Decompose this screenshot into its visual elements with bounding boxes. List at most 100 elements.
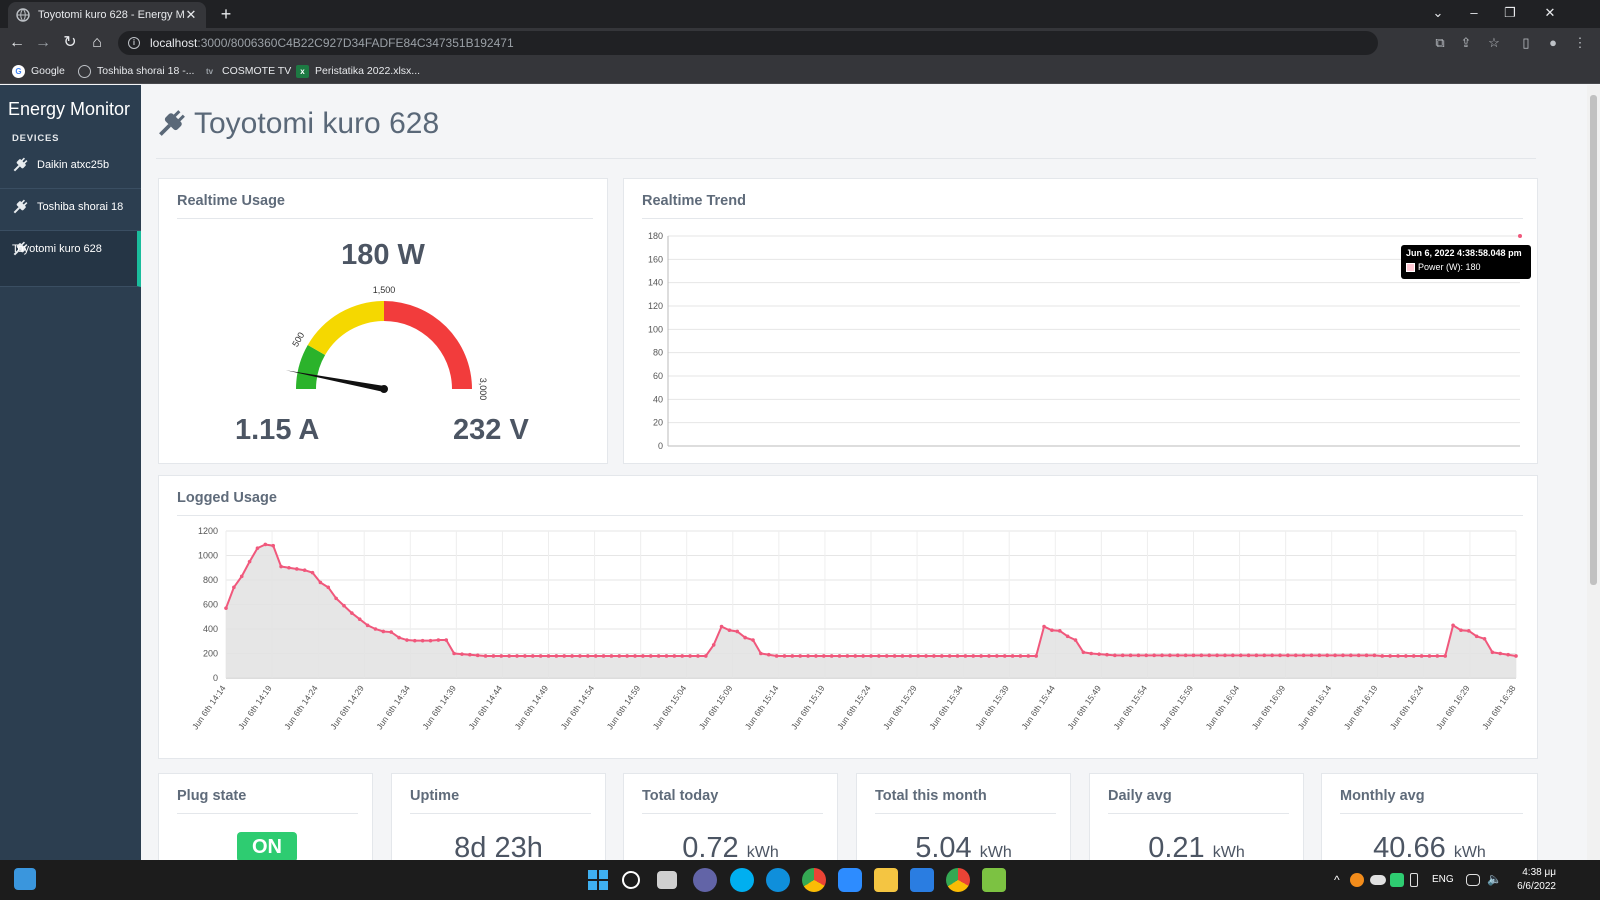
logged-point — [947, 654, 952, 658]
sidebar-item-toshiba[interactable]: Toshiba shorai 18 — [0, 189, 141, 231]
back-button[interactable]: ← — [9, 34, 25, 51]
trend-y-tick-label: 20 — [653, 418, 663, 428]
logged-point — [1286, 653, 1290, 658]
scrollbar-thumb[interactable] — [1590, 95, 1597, 585]
bookmark-cosmote[interactable]: tv COSMOTE TV — [203, 63, 291, 79]
chat-icon[interactable] — [693, 868, 717, 892]
skype-icon[interactable] — [730, 868, 754, 892]
language-indicator[interactable]: ENG — [1432, 874, 1454, 885]
logged-point — [1443, 654, 1448, 658]
chevron-down-icon[interactable]: ⌄ — [1432, 5, 1444, 20]
logged-point — [294, 567, 299, 571]
tray-chevron-icon[interactable]: ^ — [1334, 873, 1340, 887]
bookmark-label: Peristatika 2022.xlsx... — [315, 65, 421, 77]
logged-x-tick-label: Jun 6th 16:29 — [1434, 683, 1472, 731]
excel-icon: x — [296, 64, 309, 78]
translate-icon[interactable]: ⧉ — [1435, 35, 1445, 50]
onedrive-icon[interactable] — [1370, 875, 1386, 885]
logged-point — [641, 654, 645, 658]
new-tab-button[interactable]: + — [220, 4, 232, 24]
stat-unit: kWh — [979, 844, 1012, 860]
logged-point — [1380, 654, 1385, 658]
gauge-needle-hub — [380, 385, 388, 393]
logged-point — [1372, 653, 1377, 658]
logged-x-tick-label: Jun 6th 15:09 — [697, 683, 735, 731]
gauge-tick-label: 3,000 — [478, 378, 488, 401]
bookmark-toshiba[interactable]: Toshiba shorai 18 -... — [78, 63, 194, 79]
chrome-icon[interactable] — [802, 868, 826, 892]
logged-point — [908, 654, 913, 658]
network-icon[interactable] — [1466, 874, 1480, 886]
desktop-icon[interactable] — [14, 868, 36, 890]
clock-date[interactable]: 6/6/2022 — [1517, 881, 1556, 892]
gauge-needle — [285, 370, 385, 392]
logged-point — [1175, 653, 1180, 658]
logged-point — [939, 654, 944, 658]
plug-state-toggle[interactable]: ON — [237, 832, 297, 860]
logged-point — [1199, 653, 1204, 658]
close-tab-icon[interactable]: ✕ — [185, 7, 197, 22]
minimize-button[interactable]: – — [1470, 5, 1478, 20]
logged-point — [578, 654, 582, 658]
bookmark-google[interactable]: G Google — [12, 63, 65, 79]
clock-time[interactable]: 4:38 μμ — [1522, 867, 1556, 878]
logged-point — [924, 654, 928, 658]
menu-icon[interactable]: ⋮ — [1573, 35, 1587, 50]
chrome-profile-icon[interactable] — [946, 868, 970, 892]
total-today-value: 0.72 kWh — [624, 832, 837, 860]
logged-point — [704, 654, 708, 658]
address-bar[interactable]: i localhost:3000/8006360C4B22C927D34FADF… — [118, 31, 1378, 55]
logged-point — [1160, 653, 1164, 658]
home-button[interactable]: ⌂ — [92, 34, 102, 51]
logged-point — [1356, 653, 1361, 658]
logged-point — [1050, 628, 1054, 633]
realtime-trend-chart: 0 20 40 60 80 100 120 140 160 180 — [648, 231, 1522, 451]
logged-point — [861, 654, 865, 658]
logged-point — [1231, 653, 1235, 658]
star-icon[interactable]: ☆ — [1488, 35, 1500, 50]
logged-point — [672, 654, 677, 658]
logged-point — [412, 638, 417, 643]
gauge-tick-label: 1,500 — [373, 285, 396, 295]
browser-tab[interactable]: Toyotomi kuro 628 - Energy Mon ✕ — [8, 2, 206, 28]
daily-avg-value: 0.21 kWh — [1090, 832, 1303, 860]
task-view-icon[interactable] — [657, 871, 677, 889]
page-scrollbar[interactable] — [1587, 85, 1600, 860]
sidebar-item-toyotomi[interactable]: Toyotomi kuro 628 — [0, 231, 141, 287]
logged-point — [1057, 629, 1062, 633]
security-icon[interactable] — [1390, 873, 1404, 887]
volume-icon[interactable]: 🔈 — [1487, 872, 1502, 886]
reload-button[interactable]: ↻ — [63, 34, 77, 51]
plug-icon — [13, 199, 28, 214]
share-icon[interactable]: ⇪ — [1460, 35, 1472, 50]
card-title: Daily avg — [1108, 788, 1289, 814]
app-icon[interactable] — [982, 868, 1006, 892]
forward-button[interactable]: → — [35, 34, 51, 51]
close-window-button[interactable]: ✕ — [1544, 5, 1556, 20]
mail-icon[interactable] — [910, 868, 934, 892]
info-icon[interactable]: i — [128, 37, 140, 49]
logged-point — [633, 654, 637, 658]
bookmark-excel[interactable]: x Peristatika 2022.xlsx... — [296, 63, 420, 79]
total-month-card: Total this month 5.04 kWh — [856, 773, 1071, 860]
brand-title[interactable]: Energy Monitor — [8, 99, 131, 119]
start-icon[interactable] — [586, 868, 610, 892]
edge-icon[interactable] — [766, 868, 790, 892]
logged-point — [1215, 653, 1219, 658]
profile-icon[interactable]: ● — [1549, 35, 1557, 50]
usb-icon[interactable] — [1410, 873, 1418, 887]
uptime-card: Uptime 8d 23h — [391, 773, 606, 860]
logged-point — [1073, 638, 1078, 642]
zoom-icon[interactable] — [838, 868, 862, 892]
logged-point — [475, 653, 480, 658]
file-explorer-icon[interactable] — [874, 868, 898, 892]
side-panel-icon[interactable]: ▯ — [1522, 35, 1530, 50]
search-icon[interactable] — [622, 871, 640, 889]
logged-point — [774, 654, 779, 658]
sidebar-item-daikin[interactable]: Daikin atxc25b — [0, 147, 141, 189]
restore-button[interactable]: ❐ — [1504, 5, 1516, 20]
logged-point — [1105, 652, 1109, 657]
tray-app-icon[interactable] — [1350, 873, 1364, 887]
devices-heading: DEVICES — [12, 133, 60, 144]
uptime-value: 8d 23h — [392, 832, 605, 860]
